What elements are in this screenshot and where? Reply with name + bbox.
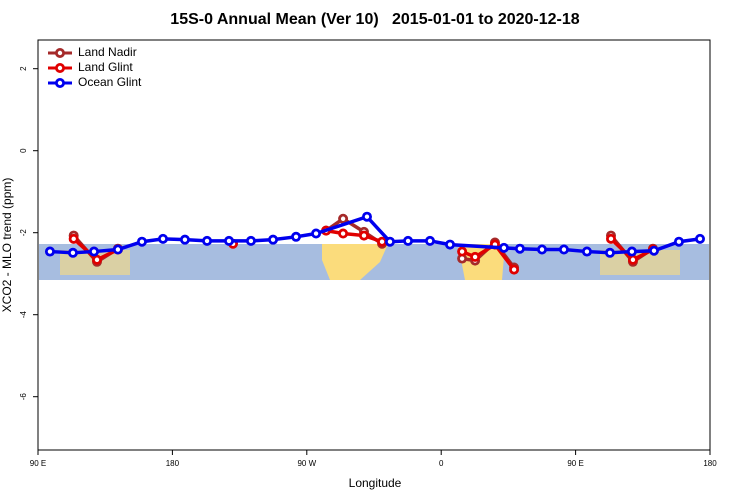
chart-title: 15S-0 Annual Mean (Ver 10) 2015-01-01 to… <box>170 11 579 28</box>
x-tick-label: 180 <box>166 459 180 468</box>
point <box>358 230 369 241</box>
x-tick-label: 180 <box>703 459 717 468</box>
point <box>68 233 79 244</box>
series-line <box>325 228 383 244</box>
y-tick-label: 2 <box>19 66 28 71</box>
legend-marker <box>55 63 66 74</box>
point <box>627 254 638 265</box>
legend-label: Ocean Glint <box>78 75 142 89</box>
point <box>338 228 349 239</box>
point <box>338 213 349 224</box>
point <box>384 236 395 247</box>
point <box>403 235 414 246</box>
point <box>558 244 569 255</box>
point <box>537 244 548 255</box>
point <box>44 246 55 257</box>
point <box>361 211 372 222</box>
x-tick-label: 90 W <box>297 459 316 468</box>
point <box>89 246 100 257</box>
x-axis-label: Longitude <box>349 476 402 490</box>
point <box>649 245 660 256</box>
point <box>694 233 705 244</box>
x-tick-label: 90 E <box>30 459 46 468</box>
legend-marker <box>55 48 66 59</box>
point <box>509 264 520 275</box>
point <box>581 246 592 257</box>
legend-label: Land Nadir <box>78 45 137 59</box>
point <box>498 242 509 253</box>
x-tick-label: 0 <box>439 459 444 468</box>
point <box>377 236 388 247</box>
legend-label: Land Glint <box>78 60 133 74</box>
point <box>311 228 322 239</box>
x-tick-label: 90 E <box>567 459 583 468</box>
point <box>136 236 147 247</box>
point <box>673 236 684 247</box>
point <box>91 254 102 265</box>
point <box>604 247 615 258</box>
point <box>223 235 234 246</box>
point <box>470 251 481 262</box>
point <box>268 234 279 245</box>
point <box>67 247 78 258</box>
point <box>245 235 256 246</box>
y-tick-label: 0 <box>19 148 28 153</box>
point <box>179 234 190 245</box>
point <box>291 231 302 242</box>
point <box>112 244 123 255</box>
point <box>514 243 525 254</box>
series-line <box>49 214 701 255</box>
point <box>445 239 456 250</box>
point <box>202 235 213 246</box>
point <box>424 235 435 246</box>
y-tick-label: -6 <box>19 393 28 401</box>
y-tick-label: -4 <box>19 311 28 319</box>
point <box>157 233 168 244</box>
plot-frame <box>37 39 711 451</box>
point <box>605 233 616 244</box>
point <box>626 246 637 257</box>
point <box>457 246 468 257</box>
y-axis-label: XCO2 - MLO trend (ppm) <box>0 178 14 313</box>
legend-marker <box>55 78 66 89</box>
series-line <box>461 242 516 271</box>
y-tick-label: -2 <box>19 229 28 237</box>
